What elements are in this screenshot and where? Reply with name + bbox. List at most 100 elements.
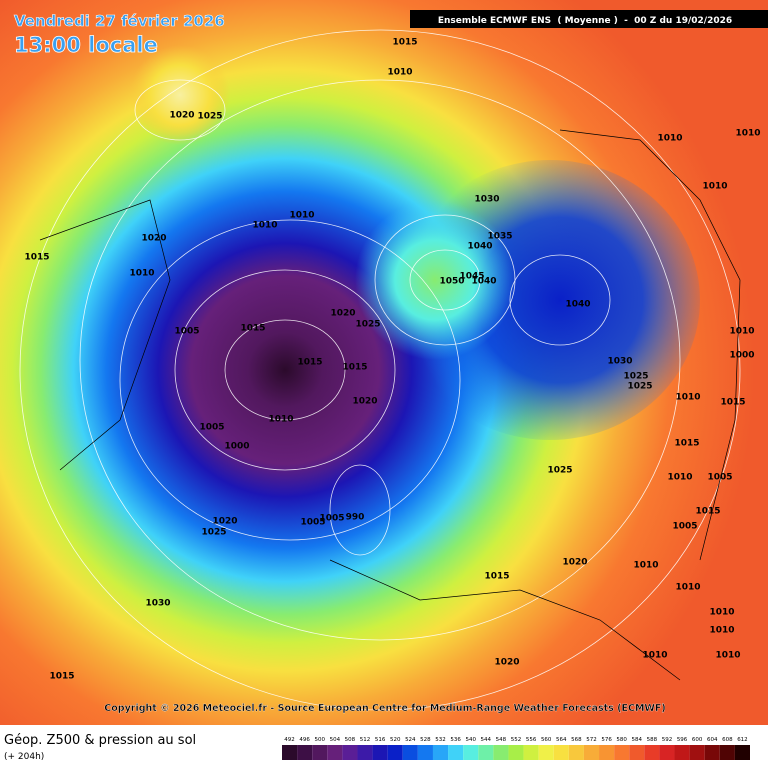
legend-swatch (583, 745, 600, 760)
legend-swatch (297, 745, 313, 760)
legend-swatch (614, 745, 630, 760)
pressure-label: 1040 (467, 242, 492, 252)
legend-label: 588 (647, 737, 658, 743)
legend-swatch (599, 745, 615, 760)
legend-label: 560 (541, 737, 552, 743)
legend-label: 600 (692, 737, 703, 743)
copyright: Copyright © 2026 Meteociel.fr - Source E… (104, 703, 665, 714)
legend-swatch (629, 745, 645, 760)
legend-swatch (357, 745, 373, 760)
footer-title: Géop. Z500 & pression au sol (4, 733, 196, 748)
pressure-label: 1025 (627, 382, 652, 392)
legend-swatch (538, 745, 554, 760)
legend-label: 564 (556, 737, 567, 743)
legend-label: 512 (360, 737, 371, 743)
legend-label: 548 (496, 737, 507, 743)
pressure-label: 1025 (355, 320, 380, 330)
model-info: Ensemble ECMWF ENS ( Moyenne ) - 00 Z du… (438, 16, 732, 26)
pressure-label: 1015 (297, 358, 322, 368)
pressure-label: 1010 (268, 415, 293, 425)
pressure-label: 1010 (667, 473, 692, 483)
legend-swatch (312, 745, 328, 760)
legend-swatch (689, 745, 705, 760)
pressure-label: 1025 (547, 466, 572, 476)
legend-label: 576 (601, 737, 612, 743)
legend-label: 596 (677, 737, 688, 743)
legend-label: 568 (571, 737, 582, 743)
pressure-label: 1005 (707, 473, 732, 483)
pressure-label: 1010 (252, 221, 277, 231)
legend-label: 584 (632, 737, 643, 743)
pressure-label: 1015 (674, 439, 699, 449)
pressure-label: 1015 (342, 363, 367, 373)
pressure-label: 1030 (607, 357, 632, 367)
pressure-label: 1010 (735, 129, 760, 139)
footer-lead: (+ 204h) (4, 752, 44, 762)
legend-label: 520 (390, 737, 401, 743)
legend-swatch (523, 745, 539, 760)
pressure-label: 1005 (300, 518, 325, 528)
legend-swatch (478, 745, 494, 760)
pressure-label: 1005 (174, 327, 199, 337)
pressure-label: 1020 (562, 558, 587, 568)
pressure-label: 1010 (289, 211, 314, 221)
pressure-label: 1000 (729, 351, 754, 361)
pressure-label: 990 (346, 513, 365, 523)
legend-swatch (463, 745, 479, 760)
pressure-label: 1045 (459, 272, 484, 282)
legend-swatch (644, 745, 660, 760)
legend-swatch (508, 745, 524, 760)
pressure-label: 1005 (199, 423, 224, 433)
pressure-label: 1030 (145, 599, 170, 609)
model-banner (410, 10, 768, 28)
pressure-label: 1010 (715, 651, 740, 661)
forecast-date: Vendredi 27 février 2026 (14, 12, 225, 30)
pressure-label: 1015 (484, 572, 509, 582)
pressure-label: 1010 (129, 269, 154, 279)
legend-swatch (568, 745, 584, 760)
pressure-label: 1030 (474, 195, 499, 205)
pressure-label: 1010 (387, 68, 412, 78)
pressure-label: 1010 (633, 561, 658, 571)
legend-swatch (704, 745, 720, 760)
pressure-label: 1050 (439, 277, 464, 287)
legend-swatch (282, 745, 298, 760)
legend-swatch (417, 745, 433, 760)
pressure-label: 1020 (141, 234, 166, 244)
legend-label: 500 (314, 737, 325, 743)
legend-swatch (448, 745, 464, 760)
legend-label: 580 (616, 737, 627, 743)
high-geopotential-area (355, 200, 515, 360)
legend-label: 592 (662, 737, 673, 743)
legend: 492 496 500 504 508 512 516 520 524 528 532 536 540 5… (282, 737, 750, 760)
pressure-label: 1040 (471, 277, 496, 287)
legend-label: 552 (511, 737, 522, 743)
pressure-label: 1005 (319, 514, 344, 524)
legend-swatch (342, 745, 358, 760)
legend-label: 524 (405, 737, 416, 743)
pressure-label: 1025 (201, 528, 226, 538)
legend-swatch (674, 745, 690, 760)
legend-swatch (719, 745, 735, 760)
legend-label: 492 (284, 737, 295, 743)
pressure-label: 1010 (729, 327, 754, 337)
pressure-label: 1000 (224, 442, 249, 452)
pressure-label: 1010 (642, 651, 667, 661)
legend-label: 540 (465, 737, 476, 743)
legend-label: 528 (420, 737, 431, 743)
legend-label: 532 (435, 737, 446, 743)
pressure-label: 1015 (49, 672, 74, 682)
pressure-label: 1035 (487, 232, 512, 242)
legend-swatch (372, 745, 388, 760)
legend-label: 612 (737, 737, 748, 743)
legend-label: 544 (481, 737, 492, 743)
coastlines (39, 129, 741, 681)
pressure-label: 1010 (657, 134, 682, 144)
pressure-label: 1005 (672, 522, 697, 532)
pressure-label: 1015 (240, 324, 265, 334)
pressure-label: 1010 (675, 583, 700, 593)
pressure-label: 1020 (212, 517, 237, 527)
legend-label: 496 (299, 737, 310, 743)
